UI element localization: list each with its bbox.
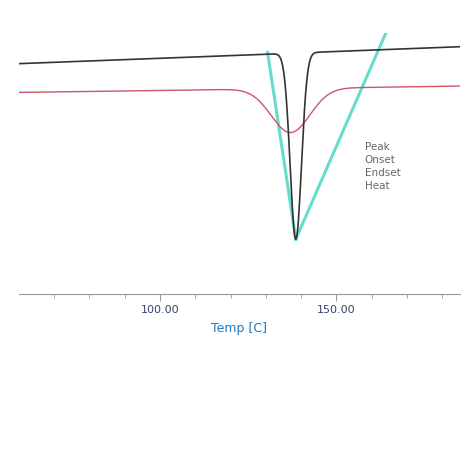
Text: Peak
Onset
Endset
Heat: Peak Onset Endset Heat bbox=[365, 142, 401, 191]
X-axis label: Temp [C]: Temp [C] bbox=[211, 322, 267, 335]
